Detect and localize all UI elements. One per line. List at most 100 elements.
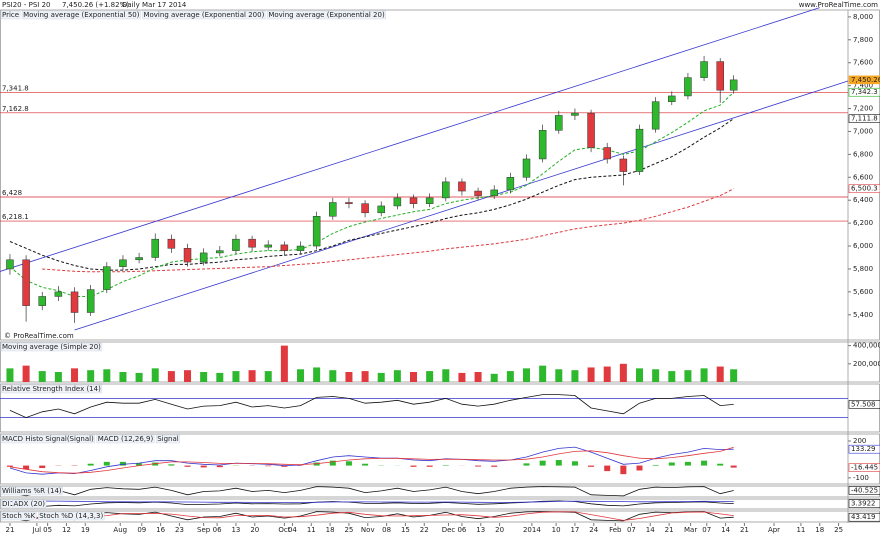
x-tick-label: 18 xyxy=(326,526,335,534)
x-tick-label: 16 xyxy=(156,526,165,534)
last-value-label: 7,111.8 xyxy=(851,115,878,123)
histogram-bar xyxy=(329,460,336,466)
last-value-label: 133.29 xyxy=(851,445,876,453)
volume-bar xyxy=(410,372,418,382)
x-tick-label: 13 xyxy=(476,526,485,534)
x-tick-label: 17 xyxy=(570,526,579,534)
volume-bar xyxy=(280,345,288,382)
volume-bar xyxy=(54,372,62,382)
volume-bar xyxy=(184,370,192,382)
last-value-box xyxy=(848,512,880,522)
indicator-line xyxy=(9,500,734,503)
x-tick-label: 06 xyxy=(213,526,222,534)
legend-entry: MACD Histo Signal(Signal) xyxy=(2,435,94,443)
x-tick-label: 25 xyxy=(344,526,353,534)
legend-box xyxy=(96,434,155,444)
indicator-line xyxy=(9,511,734,522)
volume-bar xyxy=(668,371,676,382)
legend-entry: Moving average (Exponential 50) xyxy=(23,11,140,19)
y-tick-label: 6,400 xyxy=(853,196,873,204)
volume-bar xyxy=(167,371,175,382)
candle-body xyxy=(22,259,30,306)
candle-body xyxy=(393,197,402,207)
y-tick-label: 5,800 xyxy=(853,265,873,273)
period: Daily xyxy=(122,1,140,9)
candle-body xyxy=(668,95,676,102)
candle-body xyxy=(490,189,498,196)
x-tick-label: 21 xyxy=(665,526,674,534)
indicator-line xyxy=(9,446,734,475)
candle-body xyxy=(716,61,724,91)
candle-body xyxy=(619,158,628,172)
x-tick-label: 15 xyxy=(401,526,410,534)
last-value-label: 57.508 xyxy=(851,400,876,408)
legend-box xyxy=(38,511,105,521)
candle-body xyxy=(458,181,466,192)
x-tick-label: 05 xyxy=(43,526,52,534)
histogram-bar xyxy=(523,463,530,466)
x-tick-label: 18 xyxy=(815,526,824,534)
candle-body xyxy=(651,101,660,130)
x-tick-label: Nov xyxy=(361,526,375,534)
legend-entry: Moving average (Simple 20) xyxy=(2,343,101,351)
x-tick-label: 04 xyxy=(288,526,297,534)
legend-box xyxy=(12,499,47,509)
indicator-line xyxy=(9,394,734,419)
volume-bar xyxy=(361,371,369,382)
x-tick-label: 19 xyxy=(81,526,90,534)
y-tick-label: 5,400 xyxy=(853,311,873,319)
x-tick-label: 10 xyxy=(552,526,561,534)
x-tick-label: 06 xyxy=(457,526,466,534)
candle-body xyxy=(216,250,224,254)
indicator-line xyxy=(9,500,734,508)
legend-box xyxy=(21,10,141,20)
candle-body xyxy=(635,128,644,172)
candle-body xyxy=(474,190,482,196)
last-value-box xyxy=(848,499,880,508)
last-value-label: -40.525 xyxy=(851,486,878,494)
volume-bar xyxy=(71,368,79,382)
candle-body xyxy=(442,181,450,199)
histogram-bar xyxy=(717,463,724,466)
volume-bar xyxy=(587,367,595,382)
candle-body xyxy=(70,291,79,313)
moving-average xyxy=(42,188,734,273)
histogram-bar xyxy=(588,465,595,467)
volume-bar xyxy=(458,372,466,382)
legend-box xyxy=(0,342,103,352)
histogram-bar xyxy=(620,465,627,475)
indicator-line xyxy=(9,511,734,521)
candle-body xyxy=(280,244,289,251)
candle-body xyxy=(555,115,563,131)
volume-bar xyxy=(329,370,337,382)
candle-body xyxy=(248,238,256,248)
histogram-bar xyxy=(184,465,191,467)
last-value-box xyxy=(848,400,880,409)
volume-bar xyxy=(22,365,30,382)
last-value-label: 7,342.3 xyxy=(851,88,878,96)
volume-bar xyxy=(297,369,305,382)
legend-entry: Moving average (Exponential 20) xyxy=(268,11,385,19)
candle-body xyxy=(264,244,272,248)
candle-body xyxy=(119,259,127,267)
x-tick-label: Oct xyxy=(278,526,290,534)
volume-bar xyxy=(151,368,159,382)
candle-body xyxy=(345,202,353,204)
candle-body xyxy=(729,79,738,91)
volume-bar xyxy=(38,371,46,382)
candle-body xyxy=(6,259,14,270)
moving-average xyxy=(9,91,735,297)
legend-box xyxy=(0,434,95,444)
candle-body xyxy=(506,177,515,191)
legend-box xyxy=(0,486,63,496)
histogram-bar xyxy=(636,465,643,471)
histogram-bar xyxy=(701,460,708,466)
legend-box xyxy=(267,10,386,20)
volume-bar xyxy=(442,369,450,382)
x-tick-label: 08 xyxy=(382,526,391,534)
histogram-bar xyxy=(604,465,611,472)
candle-body xyxy=(183,248,192,263)
legend-box xyxy=(0,10,21,20)
date: Mar 17 2014 xyxy=(142,1,187,9)
